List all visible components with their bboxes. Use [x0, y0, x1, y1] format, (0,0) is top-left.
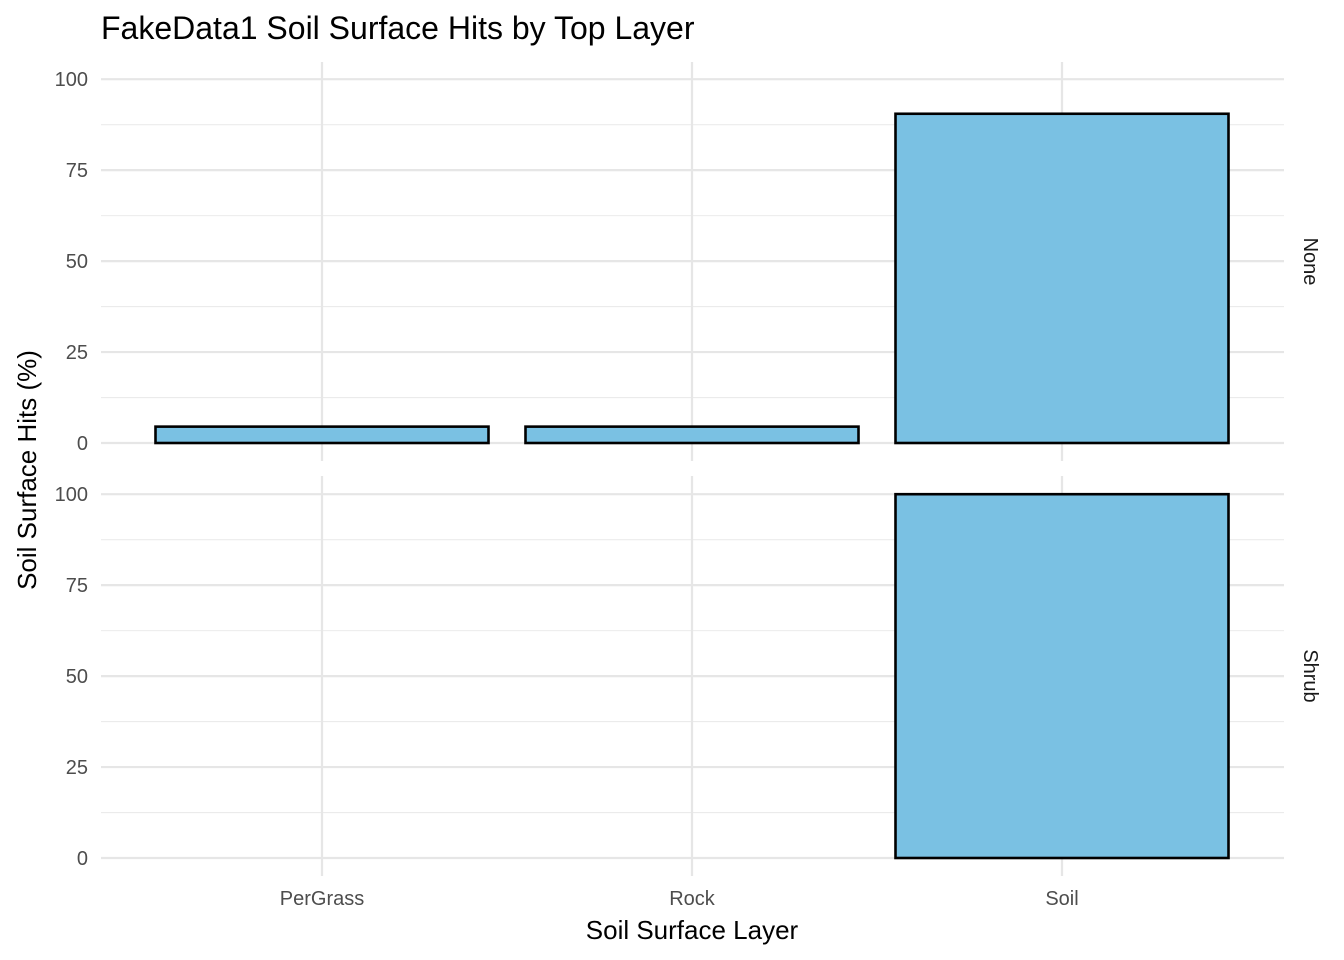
- chart-title: FakeData1 Soil Surface Hits by Top Layer: [101, 10, 695, 46]
- y-tick-label: 25: [66, 342, 88, 364]
- y-tick-label: 0: [77, 433, 88, 455]
- y-tick-label: 50: [66, 666, 88, 688]
- bar-soil-none: [894, 112, 1230, 445]
- y-tick-label: 50: [66, 251, 88, 273]
- y-tick-label: 25: [66, 757, 88, 779]
- bar-pergrass-none: [154, 425, 490, 445]
- bar-rock-none: [524, 425, 860, 445]
- y-tick-label: 100: [55, 484, 88, 506]
- y-axis-title: Soil Surface Hits (%): [12, 350, 42, 590]
- y-tick-label: 100: [55, 69, 88, 91]
- facet-panel-none: 0 25 50 75 100 None: [55, 62, 1321, 461]
- x-tick-label: Rock: [669, 888, 716, 910]
- facet-panel-shrub: 0 25 50 75 100 Shrub: [55, 476, 1321, 876]
- facet-strip-label: None: [1299, 238, 1321, 286]
- y-tick-label: 75: [66, 575, 88, 597]
- y-tick-label: 75: [66, 160, 88, 182]
- x-axis-title: Soil Surface Layer: [586, 915, 799, 945]
- x-tick-label: PerGrass: [280, 888, 364, 910]
- bar-soil-shrub: [894, 492, 1230, 860]
- facet-strip-label: Shrub: [1299, 649, 1321, 702]
- y-tick-label: 0: [77, 848, 88, 870]
- x-tick-label: Soil: [1045, 888, 1078, 910]
- facet-panels: 0 25 50 75 100 None 0 25 50 75 100 Shrub PerGrass Roc…: [55, 62, 1321, 910]
